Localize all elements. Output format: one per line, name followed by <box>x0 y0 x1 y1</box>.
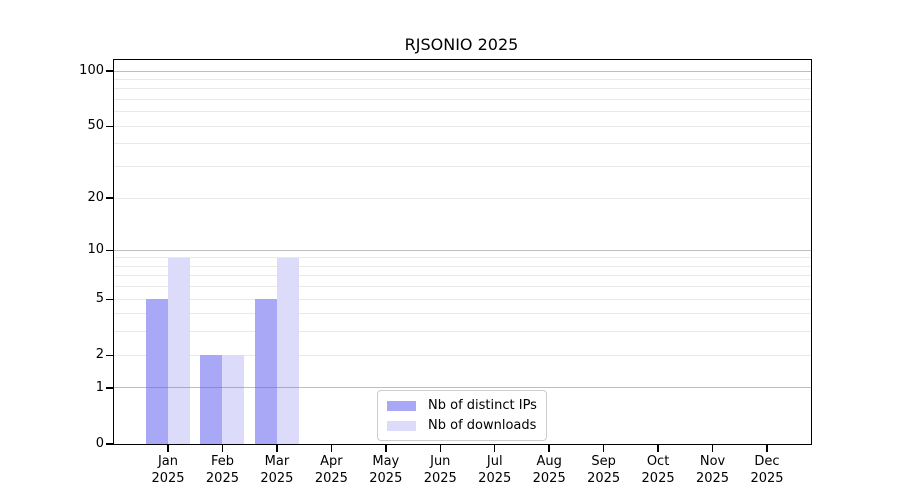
gridline-major <box>114 70 811 72</box>
x-axis-tick-label: Jan 2025 <box>136 453 200 487</box>
x-tick-month: Nov <box>699 454 726 469</box>
x-tick-year: 2025 <box>314 471 348 486</box>
x-tick-year: 2025 <box>369 471 403 486</box>
x-tick-year: 2025 <box>151 471 185 486</box>
y-axis-tick-label: 0 <box>95 436 104 451</box>
gridline-minor <box>114 88 811 90</box>
y-axis-tick-label: 10 <box>87 242 104 258</box>
x-axis-tick-label: Nov 2025 <box>681 453 745 487</box>
x-tick-mark <box>221 445 224 453</box>
x-tick-year: 2025 <box>478 471 512 486</box>
x-tick-month: Jan <box>157 454 179 469</box>
x-tick-mark <box>657 445 659 453</box>
x-tick-month: Mar <box>264 454 290 469</box>
y-tick-mark <box>105 125 113 127</box>
gridline-minor <box>114 143 811 145</box>
x-tick-mark <box>766 445 768 453</box>
gridline-minor <box>114 286 811 288</box>
legend-item-distinct-ips: Nb of distinct IPs <box>387 398 537 413</box>
x-tick-year: 2025 <box>750 471 784 486</box>
y-axis-tick-label: 50 <box>87 118 104 134</box>
y-axis-tick-label: 20 <box>87 190 104 205</box>
x-axis-tick-label: Mar 2025 <box>245 453 309 487</box>
x-tick-month: Feb <box>210 454 234 469</box>
x-tick-month: Aug <box>536 454 562 469</box>
x-axis-tick-label: May 2025 <box>354 453 418 487</box>
x-tick-mark <box>548 445 550 453</box>
x-tick-year: 2025 <box>532 471 566 486</box>
y-axis-tick-label: 1 <box>95 379 104 395</box>
legend-label-distinct-ips: Nb of distinct IPs <box>428 398 537 413</box>
x-tick-mark <box>167 445 169 453</box>
x-tick-year: 2025 <box>205 471 239 486</box>
chart-title: RJSONIO 2025 <box>404 35 519 54</box>
x-tick-year: 2025 <box>260 471 294 486</box>
legend: Nb of distinct IPs Nb of downloads <box>377 390 547 441</box>
gridline-major <box>114 249 811 251</box>
y-tick-mark <box>105 354 113 356</box>
gridline-minor <box>114 125 811 127</box>
gridline-minor <box>114 99 811 101</box>
x-tick-year: 2025 <box>695 471 730 486</box>
x-tick-mark <box>330 445 333 453</box>
x-axis-tick-label: Jun 2025 <box>408 453 472 487</box>
gridline-minor <box>114 275 811 277</box>
gridline-minor <box>114 298 811 300</box>
x-axis-tick-label: Apr 2025 <box>299 453 363 487</box>
x-axis-tick-label: Aug 2025 <box>517 453 581 487</box>
x-tick-month: Jul <box>486 454 503 469</box>
x-axis-tick-label: Jul 2025 <box>463 453 527 487</box>
bar-distinct-ips <box>254 299 277 444</box>
x-axis-tick-label: Sep 2025 <box>572 453 636 487</box>
y-tick-mark <box>105 298 113 300</box>
y-axis-tick-label: 100 <box>79 63 104 79</box>
gridline-minor <box>114 257 811 259</box>
x-tick-mark <box>602 445 605 453</box>
x-tick-year: 2025 <box>423 471 457 486</box>
legend-swatch-distinct-ips <box>387 400 416 411</box>
y-axis-tick-label: 2 <box>95 347 104 363</box>
x-tick-year: 2025 <box>641 471 675 486</box>
y-tick-mark <box>105 249 113 251</box>
x-axis-tick-label: Dec 2025 <box>735 453 799 487</box>
legend-label-downloads: Nb of downloads <box>428 418 537 433</box>
x-tick-mark <box>439 445 441 453</box>
y-tick-mark <box>105 197 113 199</box>
gridline-minor <box>114 331 811 333</box>
bar-downloads <box>222 355 245 444</box>
x-tick-mark <box>711 445 714 453</box>
x-axis-tick-label: Feb 2025 <box>190 453 254 487</box>
gridline-minor <box>114 79 811 81</box>
x-tick-year: 2025 <box>587 471 621 486</box>
legend-item-downloads: Nb of downloads <box>387 418 537 433</box>
plot-area: Nb of distinct IPs Nb of downloads 100 50… <box>79 59 812 486</box>
gridline-minor <box>114 197 811 199</box>
x-tick-month: Oct <box>646 454 670 469</box>
legend-swatch-downloads <box>387 420 416 431</box>
x-tick-mark <box>385 445 387 453</box>
gridline-minor <box>114 166 811 168</box>
bar-distinct-ips <box>200 355 223 444</box>
x-tick-month: Dec <box>754 454 780 469</box>
x-axis-tick-label: Oct 2025 <box>626 453 690 487</box>
y-tick-mark <box>105 70 113 72</box>
y-axis-tick-label: 5 <box>95 291 104 307</box>
x-tick-mark <box>276 445 278 453</box>
x-tick-month: Apr <box>320 454 343 469</box>
bar-downloads <box>168 257 190 444</box>
bar-distinct-ips <box>146 299 168 444</box>
gridline-minor <box>114 265 811 267</box>
x-tick-month: Jun <box>430 454 451 469</box>
x-tick-mark <box>494 445 496 453</box>
gridline-minor <box>114 313 811 315</box>
bar-downloads <box>276 257 299 444</box>
gridline-minor <box>114 111 811 113</box>
x-tick-month: May <box>372 454 400 469</box>
x-tick-month: Sep <box>591 454 616 469</box>
y-tick-mark <box>105 387 113 389</box>
y-tick-mark <box>105 443 113 445</box>
